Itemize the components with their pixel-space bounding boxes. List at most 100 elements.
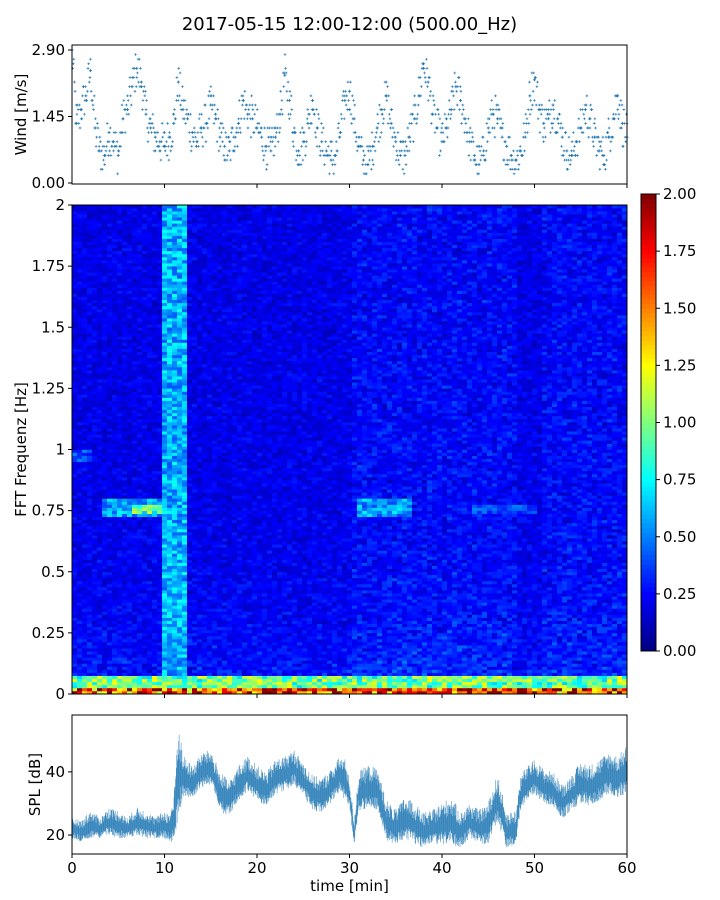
wind-point bbox=[81, 95, 84, 98]
fft-cell bbox=[97, 538, 102, 541]
wind-point bbox=[198, 117, 201, 120]
fft-cell bbox=[87, 566, 92, 569]
fft-cell bbox=[162, 666, 167, 669]
fft-cell bbox=[162, 288, 167, 291]
fft-cell bbox=[132, 569, 137, 572]
fft-cell bbox=[77, 266, 82, 269]
fft-cell bbox=[137, 324, 142, 327]
fft-cell bbox=[102, 346, 107, 349]
wind-point bbox=[608, 127, 611, 130]
fft-cell bbox=[162, 410, 167, 413]
fft-cell bbox=[72, 284, 77, 287]
fft-cell bbox=[127, 303, 132, 306]
fft-cell bbox=[127, 517, 132, 520]
fft-cell bbox=[132, 584, 137, 587]
fft-cell bbox=[77, 251, 82, 254]
fft-cell bbox=[152, 318, 157, 321]
fft-cell bbox=[112, 578, 117, 581]
fft-cell bbox=[112, 676, 117, 679]
fft-cell bbox=[112, 495, 117, 498]
fft-cell bbox=[162, 324, 167, 327]
wind-point bbox=[280, 108, 283, 111]
fft-cell bbox=[137, 517, 142, 520]
fft-cell bbox=[72, 654, 77, 657]
fft-cell bbox=[187, 379, 192, 382]
fft-cell bbox=[182, 376, 187, 379]
fft-cell bbox=[97, 526, 102, 529]
fft-cell bbox=[107, 352, 112, 355]
fft-cell bbox=[187, 419, 192, 422]
wind-point bbox=[532, 90, 535, 93]
fft-cell bbox=[157, 278, 162, 281]
fft-cell bbox=[87, 636, 92, 639]
fft-cell bbox=[162, 291, 167, 294]
fft-cell bbox=[187, 297, 192, 300]
wind-point bbox=[315, 108, 318, 111]
fft-cell bbox=[132, 272, 137, 275]
fft-cell bbox=[102, 508, 107, 511]
fft-cell bbox=[122, 474, 127, 477]
fft-cell bbox=[142, 309, 147, 312]
fft-cell bbox=[107, 636, 112, 639]
wind-point bbox=[553, 99, 556, 102]
fft-cell bbox=[177, 422, 182, 425]
fft-cell bbox=[152, 599, 157, 602]
fft-cell bbox=[102, 370, 107, 373]
fft-cell bbox=[187, 450, 192, 453]
fft-cell bbox=[182, 410, 187, 413]
fft-cell bbox=[137, 541, 142, 544]
fft-cell bbox=[102, 477, 107, 480]
fft-cell bbox=[132, 443, 137, 446]
fft-cell bbox=[167, 208, 172, 211]
wind-point bbox=[592, 145, 595, 148]
fft-cell bbox=[172, 226, 177, 229]
fft-cell bbox=[72, 263, 77, 266]
fft-cell bbox=[77, 538, 82, 541]
fft-cell bbox=[177, 621, 182, 624]
fft-cell bbox=[97, 477, 102, 480]
fft-cell bbox=[112, 517, 117, 520]
fft-cell bbox=[142, 257, 147, 260]
fft-cell bbox=[142, 242, 147, 245]
fft-cell bbox=[152, 498, 157, 501]
fft-cell bbox=[117, 514, 122, 517]
fft-cell bbox=[97, 630, 102, 633]
wind-point bbox=[237, 122, 240, 125]
fft-cell bbox=[147, 416, 152, 419]
fft-cell bbox=[167, 226, 172, 229]
fft-cell bbox=[162, 450, 167, 453]
fft-cell bbox=[192, 376, 197, 379]
fft-cell bbox=[162, 391, 167, 394]
fft-cell bbox=[137, 303, 142, 306]
fft-cell bbox=[77, 242, 82, 245]
fft-cell bbox=[142, 535, 147, 538]
fft-cell bbox=[127, 624, 132, 627]
fft-cell bbox=[82, 523, 87, 526]
fft-cell bbox=[92, 376, 97, 379]
fft-cell bbox=[187, 511, 192, 514]
fft-cell bbox=[157, 336, 162, 339]
fft-cell bbox=[132, 517, 137, 520]
fft-cell bbox=[77, 315, 82, 318]
fft-cell bbox=[142, 459, 147, 462]
fft-cell bbox=[147, 615, 152, 618]
fft-cell bbox=[177, 688, 182, 691]
fft-cell bbox=[107, 398, 112, 401]
fft-cell bbox=[107, 608, 112, 611]
fft-cell bbox=[102, 437, 107, 440]
wind-point bbox=[296, 154, 299, 157]
fft-cell bbox=[107, 361, 112, 364]
fft-cell bbox=[157, 352, 162, 355]
fft-cell bbox=[127, 233, 132, 236]
fft-cell bbox=[157, 303, 162, 306]
fft-cell bbox=[77, 587, 82, 590]
fft-cell bbox=[137, 352, 142, 355]
fft-cell bbox=[77, 355, 82, 358]
fft-cell bbox=[162, 639, 167, 642]
fft-cell bbox=[152, 214, 157, 217]
wind-point bbox=[73, 58, 76, 61]
fft-cell bbox=[97, 480, 102, 483]
fft-cell bbox=[177, 315, 182, 318]
fft-cell bbox=[132, 281, 137, 284]
